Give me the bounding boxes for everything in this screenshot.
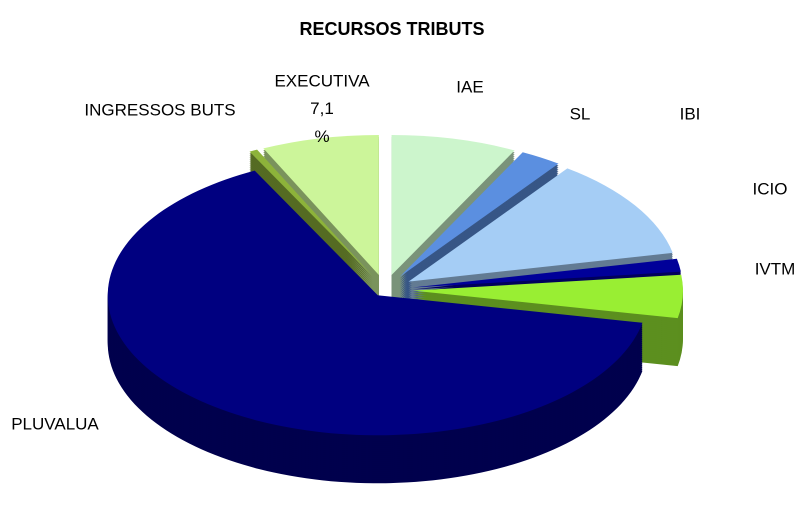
slice-top — [263, 134, 379, 275]
slice-label: EXECUTIVA — [274, 71, 370, 90]
chart-title: RECURSOS TRIBUTS — [299, 19, 484, 39]
slice-label: IVTM — [755, 259, 796, 278]
slice-value-label: 7,1% — [310, 99, 334, 146]
slice-top — [412, 274, 683, 319]
slice-side — [249, 153, 373, 281]
slice-side — [249, 157, 373, 285]
slice-top — [391, 135, 515, 276]
slice-side — [249, 151, 373, 279]
slice-side — [249, 155, 373, 283]
slice — [107, 170, 643, 484]
slice-top — [107, 170, 643, 436]
slice-label: PLUVALUA — [11, 414, 99, 433]
slice-label: SL — [570, 104, 591, 123]
slice-label: IBI — [680, 104, 701, 123]
slice-top — [249, 149, 373, 277]
slice-top — [412, 258, 681, 288]
label-line: 7,1 — [310, 99, 334, 118]
slice-top — [399, 152, 559, 277]
slice-side — [249, 159, 373, 287]
slice-label: INGRESSOS BUTS — [84, 100, 235, 119]
slice-side — [249, 163, 373, 291]
slice-label: IAE — [456, 77, 483, 96]
slice-label: ICIO — [753, 179, 788, 198]
slice-side — [249, 161, 373, 289]
label-line: % — [314, 127, 329, 146]
slice-top — [408, 168, 673, 282]
